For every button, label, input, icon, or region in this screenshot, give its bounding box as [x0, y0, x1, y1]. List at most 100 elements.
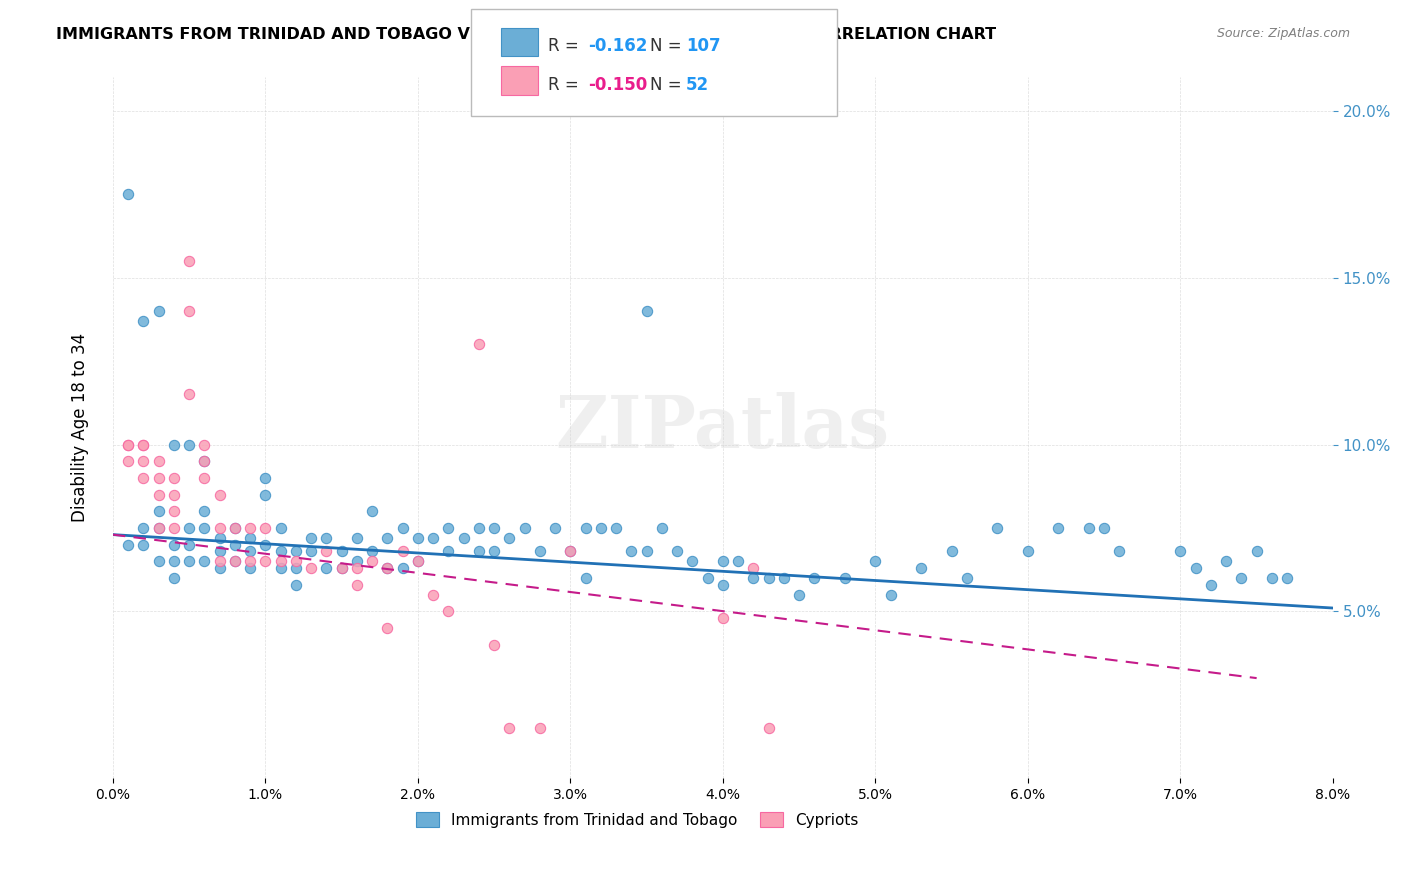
Point	[132, 471, 155, 485]
Point	[163, 471, 186, 485]
Point	[636, 544, 658, 558]
Point	[315, 544, 337, 558]
Point	[254, 471, 277, 485]
Point	[270, 544, 292, 558]
Point	[163, 487, 186, 501]
Point	[177, 254, 200, 268]
Point	[377, 561, 399, 575]
Point	[208, 521, 231, 535]
Text: IMMIGRANTS FROM TRINIDAD AND TOBAGO VS CYPRIOT DISABILITY AGE 18 TO 34 CORRELATI: IMMIGRANTS FROM TRINIDAD AND TOBAGO VS C…	[56, 27, 997, 42]
Point	[148, 521, 170, 535]
Point	[834, 571, 856, 585]
Point	[910, 561, 932, 575]
Point	[117, 437, 139, 451]
Point	[406, 554, 429, 568]
Point	[163, 538, 186, 552]
Point	[239, 531, 262, 545]
Point	[148, 487, 170, 501]
Point	[711, 554, 734, 568]
Point	[406, 554, 429, 568]
Point	[254, 538, 277, 552]
Point	[163, 437, 186, 451]
Point	[986, 521, 1008, 535]
Point	[117, 538, 139, 552]
Point	[193, 454, 215, 468]
Point	[422, 588, 444, 602]
Point	[391, 521, 413, 535]
Point	[879, 588, 901, 602]
Point	[148, 504, 170, 518]
Point	[193, 504, 215, 518]
Point	[773, 571, 796, 585]
Point	[315, 531, 337, 545]
Point	[711, 577, 734, 591]
Point	[575, 571, 598, 585]
Point	[163, 554, 186, 568]
Point	[254, 487, 277, 501]
Point	[1261, 571, 1284, 585]
Point	[239, 561, 262, 575]
Point	[1184, 561, 1206, 575]
Point	[177, 437, 200, 451]
Point	[361, 504, 384, 518]
Point	[224, 538, 246, 552]
Point	[346, 561, 368, 575]
Point	[254, 554, 277, 568]
Text: 52: 52	[686, 76, 709, 94]
Point	[148, 304, 170, 318]
Point	[346, 554, 368, 568]
Point	[758, 721, 780, 735]
Point	[681, 554, 703, 568]
Point	[575, 521, 598, 535]
Point	[742, 571, 765, 585]
Text: R =: R =	[548, 37, 585, 55]
Point	[941, 544, 963, 558]
Point	[193, 471, 215, 485]
Point	[589, 521, 612, 535]
Text: -0.162: -0.162	[588, 37, 647, 55]
Point	[1077, 521, 1099, 535]
Point	[163, 571, 186, 585]
Point	[224, 554, 246, 568]
Point	[727, 554, 749, 568]
Point	[148, 471, 170, 485]
Point	[865, 554, 887, 568]
Point	[177, 304, 200, 318]
Point	[148, 554, 170, 568]
Point	[270, 554, 292, 568]
Point	[132, 437, 155, 451]
Point	[636, 304, 658, 318]
Point	[224, 554, 246, 568]
Text: N =: N =	[650, 37, 686, 55]
Point	[177, 538, 200, 552]
Point	[422, 531, 444, 545]
Point	[208, 554, 231, 568]
Point	[1108, 544, 1130, 558]
Text: ZIPatlas: ZIPatlas	[555, 392, 890, 463]
Point	[239, 521, 262, 535]
Text: 107: 107	[686, 37, 721, 55]
Point	[117, 454, 139, 468]
Point	[163, 504, 186, 518]
Text: R =: R =	[548, 76, 585, 94]
Point	[330, 561, 353, 575]
Point	[437, 604, 460, 618]
Point	[468, 337, 491, 351]
Point	[193, 437, 215, 451]
Point	[666, 544, 689, 558]
Point	[560, 544, 582, 558]
Point	[284, 544, 307, 558]
Point	[132, 454, 155, 468]
Point	[482, 544, 505, 558]
Point	[239, 554, 262, 568]
Point	[148, 521, 170, 535]
Point	[468, 521, 491, 535]
Point	[544, 521, 567, 535]
Point	[742, 561, 765, 575]
Point	[132, 437, 155, 451]
Point	[208, 531, 231, 545]
Point	[330, 544, 353, 558]
Point	[299, 544, 322, 558]
Point	[330, 561, 353, 575]
Point	[148, 454, 170, 468]
